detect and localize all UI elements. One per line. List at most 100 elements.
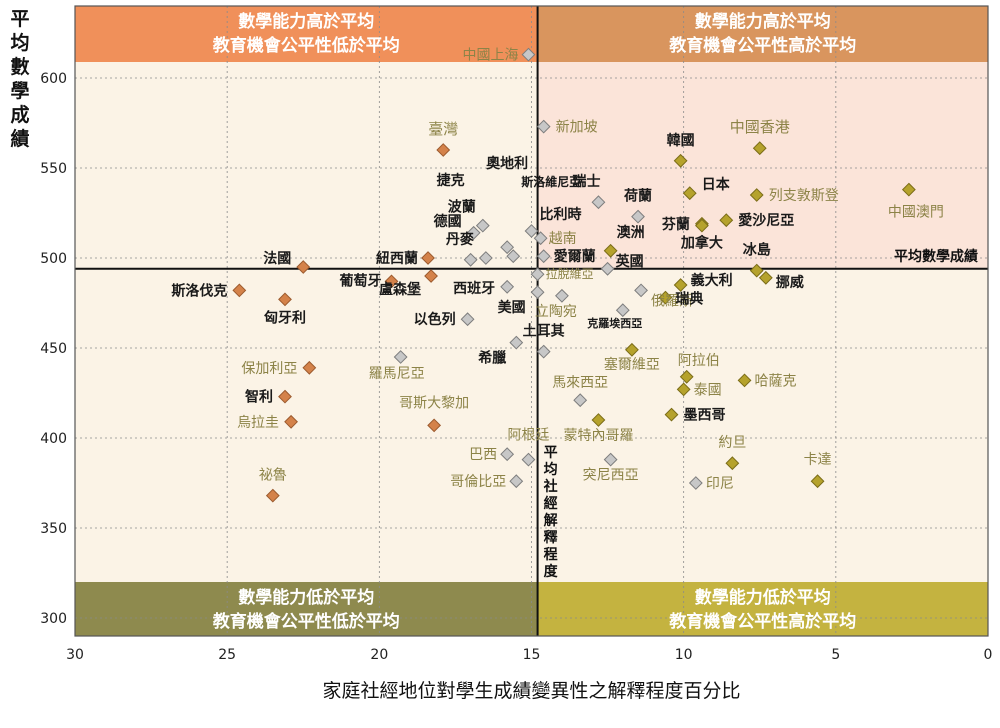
point-label-40: 以色列 [414, 311, 456, 328]
point-18 [603, 243, 618, 258]
point-label-22: 紐西蘭 [376, 250, 418, 267]
point-label-15: 德國 [434, 213, 462, 230]
quadrant-bottom-left-line2: 教育機會公平性低於平均 [212, 611, 400, 632]
point-40 [460, 312, 475, 327]
point-41 [509, 335, 524, 350]
point-46 [679, 369, 694, 384]
point-label-28: 盧森堡 [379, 281, 421, 298]
quadrant-bottom-right-line1: 數學能力低於平均 [695, 587, 831, 608]
point-51 [664, 407, 679, 422]
point-9 [631, 209, 645, 224]
point-label-36: 立陶宛 [535, 304, 577, 320]
x-tick-label-4: 10 [675, 647, 693, 663]
point-34 [232, 283, 247, 298]
point-59 [509, 474, 524, 489]
point-label-51: 墨西哥 [683, 408, 725, 424]
point-label-37: 瑞典 [675, 291, 703, 308]
data-points [232, 47, 916, 503]
point-label-55: 巴西 [469, 447, 497, 463]
point-label-19: 愛爾蘭 [554, 248, 596, 265]
point-61 [688, 476, 703, 490]
point-47 [737, 373, 752, 388]
point-20 [506, 249, 521, 264]
quadrant-band-bottom-left [75, 582, 538, 636]
y-tick-label-2: 400 [40, 431, 67, 447]
point-57 [603, 452, 618, 467]
point-62 [265, 488, 280, 503]
point-3 [752, 141, 767, 156]
point-0 [521, 47, 536, 62]
point-21 [478, 251, 493, 265]
average-y-label: 平均數學成績 [894, 248, 978, 265]
quadrant-bands [75, 6, 988, 636]
point-label-21: 丹麥 [446, 231, 475, 248]
point-label-53: 烏拉圭 [237, 414, 279, 431]
point-53 [284, 414, 298, 429]
point-label-61: 印尼 [706, 476, 734, 492]
point-17 [500, 240, 515, 255]
point-36 [555, 288, 569, 303]
average-x-label: 平均社經解釋程度 [543, 445, 559, 580]
axis-ticks: 300 350 400 450 500 550 600 30 25 20 15 10 5 0 [40, 71, 992, 663]
y-tick-label-4: 500 [40, 251, 67, 267]
point-label-30: 葡萄牙 [339, 272, 382, 289]
point-label-18: 澳洲 [617, 224, 645, 241]
x-tick-label-1: 25 [218, 647, 236, 663]
point-37 [658, 290, 673, 305]
point-label-34: 斯洛伐克 [171, 282, 227, 299]
point-label-39: 克羅埃西亞 [587, 316, 642, 330]
point-42 [625, 342, 639, 357]
point-label-48: 泰國 [694, 382, 722, 398]
background-left [75, 6, 538, 636]
x-tick-label-6: 0 [984, 647, 993, 663]
point-label-4: 韓國 [667, 132, 695, 149]
quadrant-labels: 數學能力高於平均 教育機會公平性低於平均 數學能力高於平均 教育機會公平性高於平… [212, 11, 857, 632]
x-tick-label-2: 20 [370, 647, 388, 663]
point-label-31: 義大利 [691, 272, 733, 289]
y-tick-label-0: 300 [40, 611, 67, 627]
point-39 [615, 303, 630, 318]
point-label-13: 波蘭 [448, 199, 476, 216]
point-35 [530, 285, 545, 300]
point-29 [530, 267, 545, 282]
y-tick-label-3: 450 [40, 341, 67, 357]
point-label-59: 哥倫比亞 [450, 474, 506, 490]
point-32 [500, 279, 515, 294]
point-label-11: 芬蘭 [661, 216, 690, 233]
point-6 [682, 186, 697, 201]
point-24 [296, 260, 311, 274]
point-label-25: 冰島 [743, 242, 771, 259]
quadrant-top-right-line1: 數學能力高於平均 [695, 11, 831, 32]
point-19 [536, 249, 551, 264]
point-13 [475, 218, 490, 233]
x-tick-label-0: 30 [66, 647, 84, 663]
point-label-27: 挪威 [776, 274, 804, 291]
point-14 [524, 224, 539, 238]
x-tick-label-5: 5 [831, 647, 840, 663]
point-label-14: 比利時 [540, 206, 582, 223]
point-label-58: 約旦 [718, 435, 746, 451]
point-55 [500, 447, 515, 462]
point-27 [758, 270, 773, 285]
point-54 [427, 418, 442, 433]
average-lines: 平均數學成績 平均社經解釋程度 [75, 6, 988, 636]
point-label-57: 突尼西亞 [583, 468, 639, 484]
point-52 [591, 413, 606, 427]
point-label-41: 希臘 [478, 350, 506, 367]
point-label-16: 越南 [549, 231, 577, 247]
point-label-5: 中國澳門 [888, 205, 944, 221]
point-31 [673, 278, 688, 292]
quadrant-band-bottom-right [537, 582, 988, 636]
point-49 [278, 389, 292, 404]
quadrant-band-top-left [75, 6, 538, 62]
x-axis-title: 家庭社經地位對學生成績變異性之解釋程度百分比 [322, 680, 740, 702]
point-label-3: 中國香港 [730, 118, 790, 136]
point-label-12: 加拿大 [680, 235, 723, 252]
point-26 [600, 261, 615, 276]
point-label-47: 哈薩克 [755, 373, 797, 389]
quadrant-top-right-line2: 教育機會公平性高於平均 [668, 35, 856, 56]
point-label-2: 臺灣 [428, 120, 458, 138]
point-label-56: 阿根廷 [507, 428, 549, 444]
point-33 [634, 283, 648, 298]
point-label-29: 拉脫維亞 [546, 266, 594, 281]
